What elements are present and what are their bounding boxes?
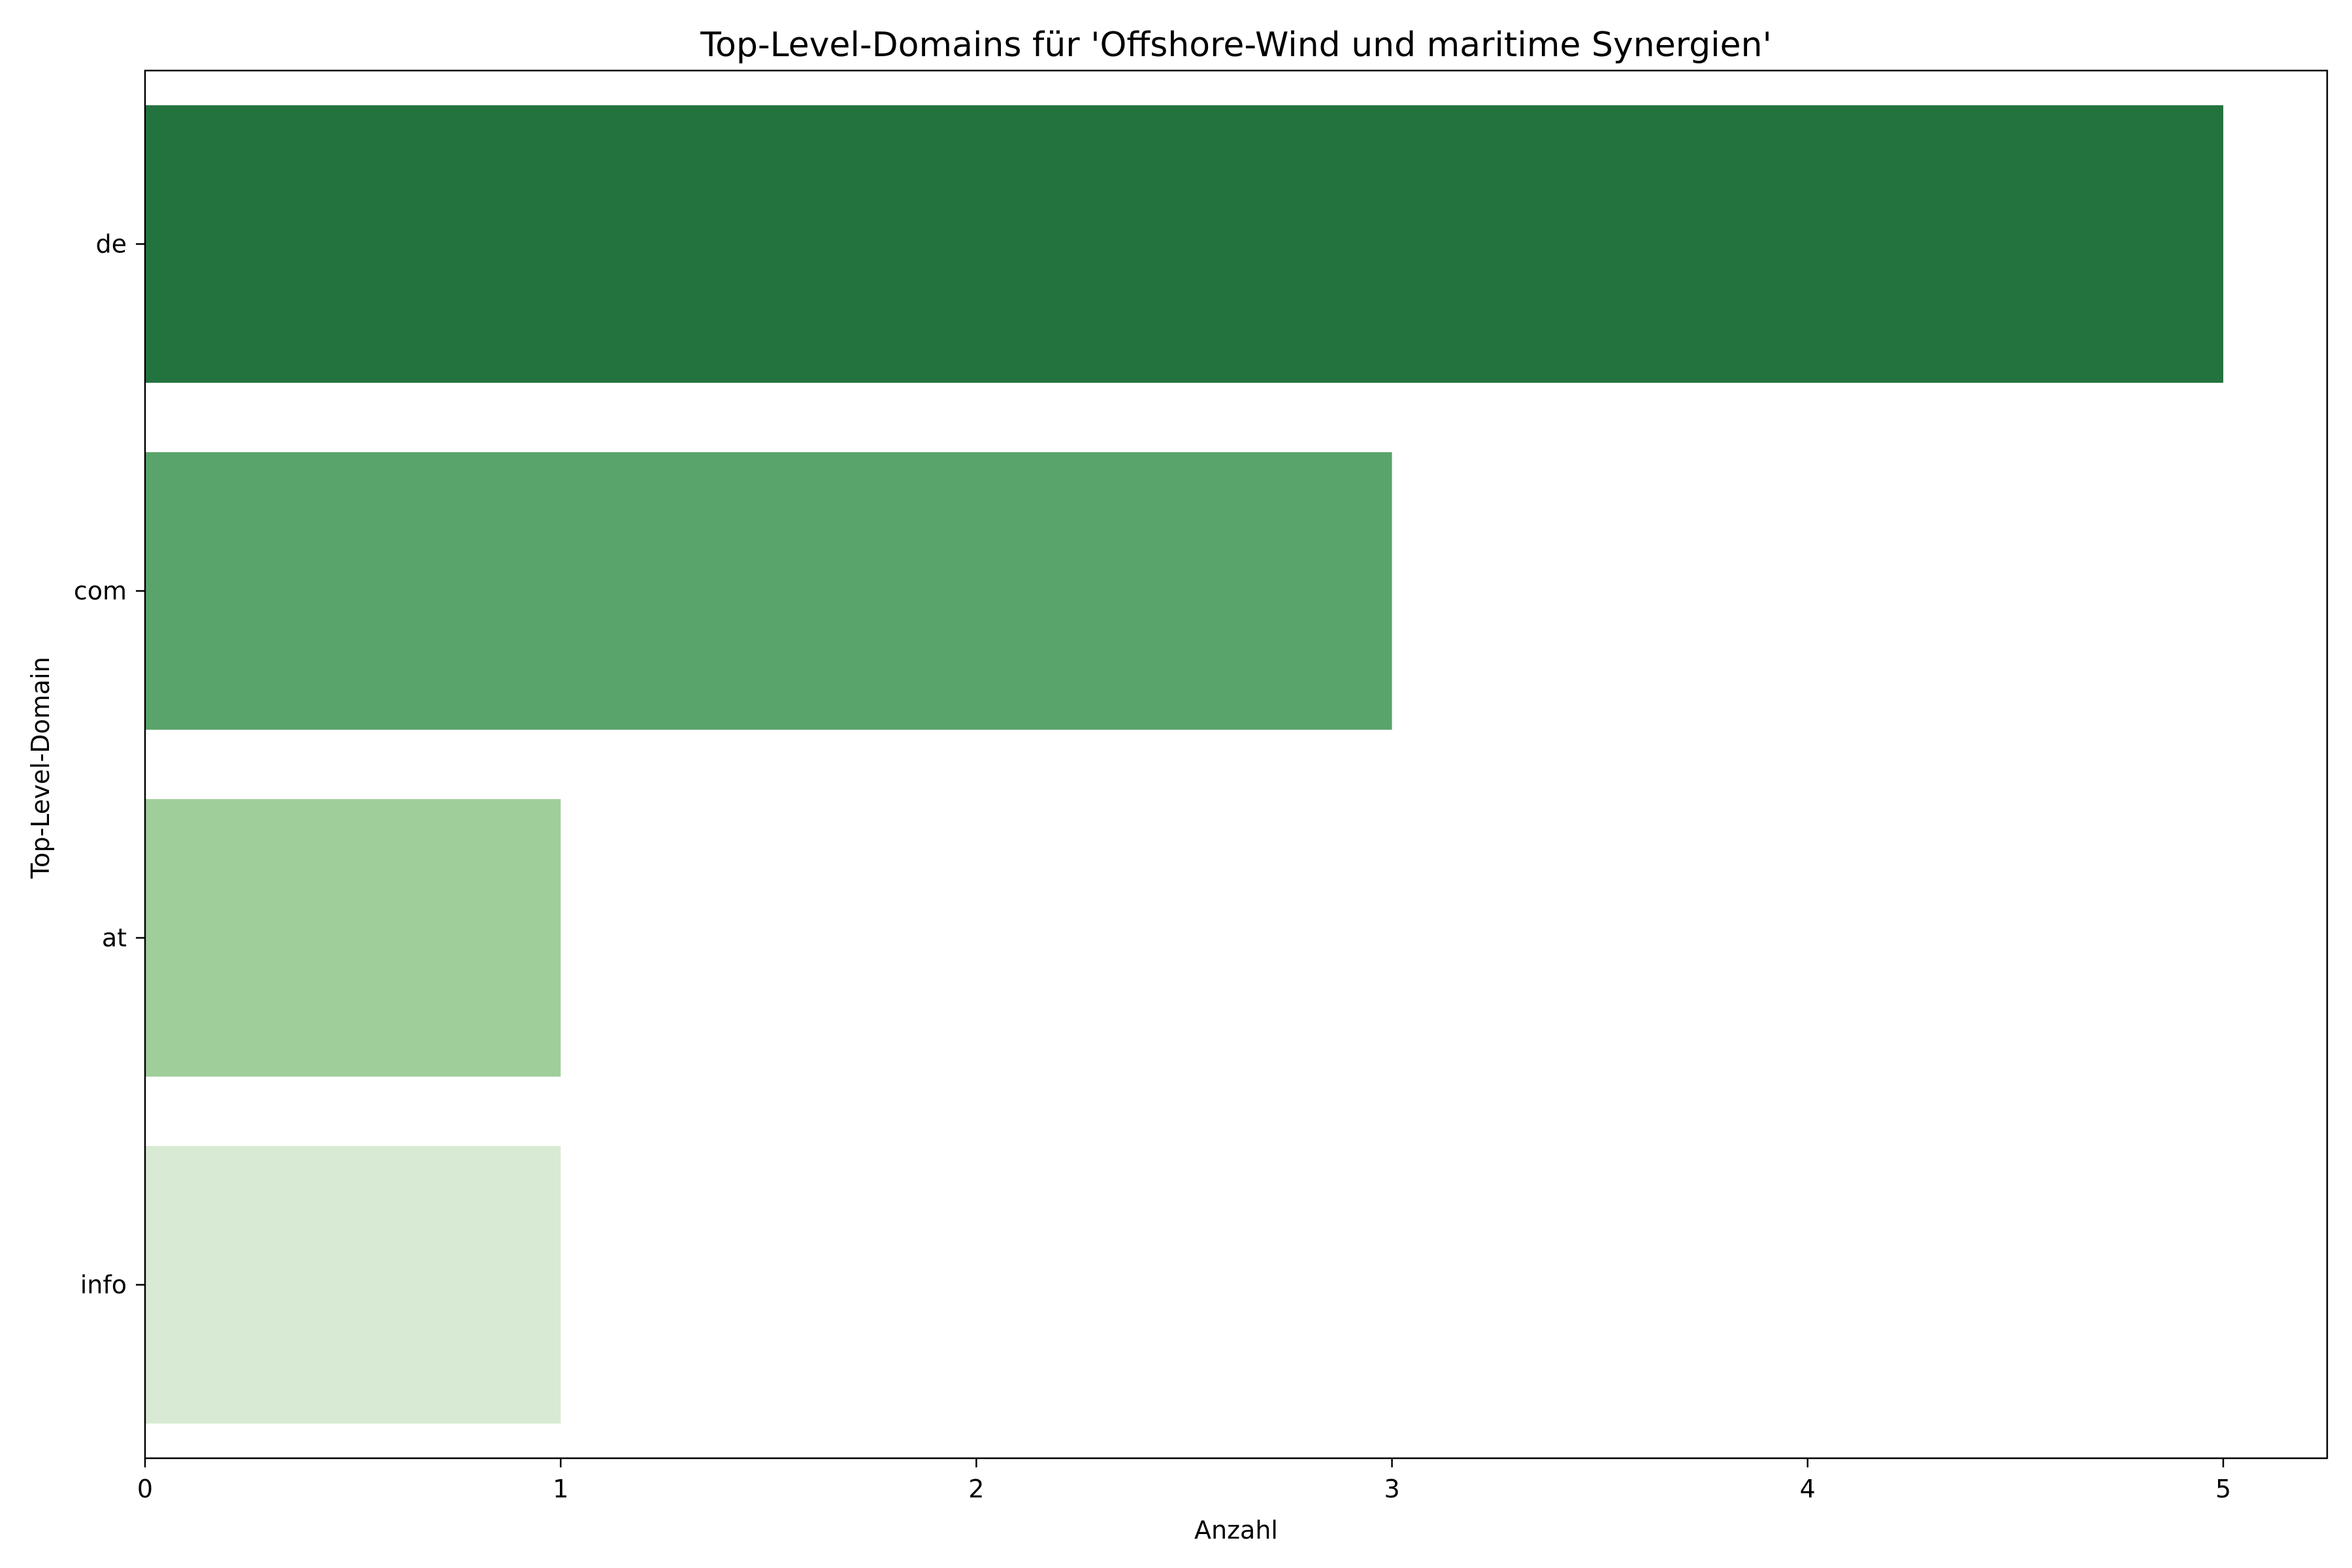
y-tick-label-de: de — [96, 230, 127, 259]
chart-title: Top-Level-Domains für 'Offshore-Wind und… — [700, 25, 1772, 65]
x-tick-label: 0 — [137, 1475, 153, 1503]
bar-info — [145, 1146, 561, 1424]
bar-com — [145, 452, 1392, 730]
y-axis-label: Top-Level-Domain — [26, 657, 55, 879]
x-tick-label: 3 — [1384, 1475, 1399, 1503]
bars-layer — [145, 105, 2223, 1424]
x-tick-label: 2 — [968, 1475, 984, 1503]
x-tick-label: 5 — [2215, 1475, 2231, 1503]
x-tick-label: 4 — [1800, 1475, 1816, 1503]
x-axis-label: Anzahl — [1194, 1516, 1278, 1544]
y-tick-label-at: at — [102, 924, 127, 953]
bar-de — [145, 105, 2223, 383]
axes-layer: 0 1 2 3 4 5 de com at info — [74, 69, 2328, 1503]
bar-at — [145, 799, 561, 1077]
y-tick-label-info: info — [80, 1271, 127, 1299]
x-tick-label: 1 — [553, 1475, 568, 1503]
y-tick-label-com: com — [74, 577, 127, 606]
plot-frame — [144, 69, 2328, 1460]
